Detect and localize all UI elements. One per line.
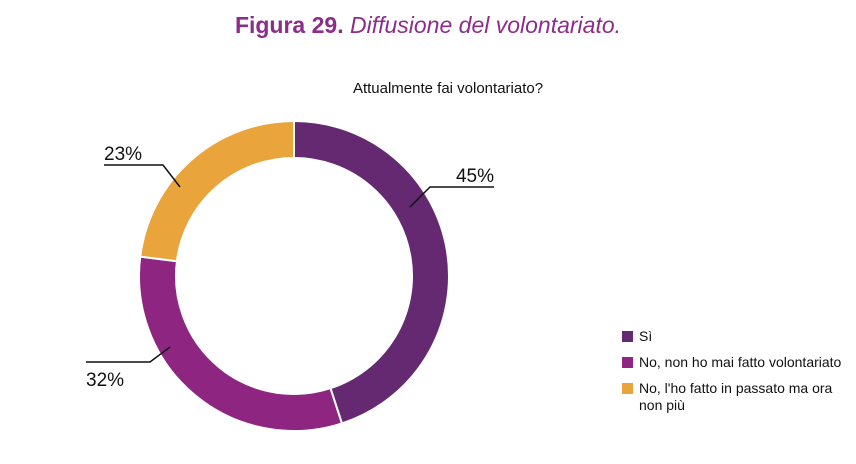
slice-value-label-1: 45% — [456, 166, 494, 187]
legend-label: No, l'ho fatto in passato ma ora non più — [639, 380, 833, 413]
legend-item-2: No, non ho mai fatto volontariato — [622, 354, 852, 371]
legend-swatch — [622, 383, 633, 394]
legend: Sì No, non ho mai fatto volontariato No, l… — [622, 328, 852, 423]
slice-value-label-2: 32% — [86, 370, 124, 391]
legend-swatch — [622, 331, 633, 342]
slice-value-label-3: 23% — [104, 144, 142, 165]
figure-caption: Diffusione del volontariato. — [349, 12, 622, 38]
callout-line-1 — [409, 186, 494, 208]
legend-swatch — [622, 357, 633, 368]
donut-slice-2 — [138, 255, 344, 432]
chart-title: Attualmente fai volontariato? — [352, 80, 544, 97]
figure-label: Figura 29. — [234, 12, 344, 38]
legend-item-3: No, l'ho fatto in passato ma ora non più — [622, 380, 852, 414]
legend-label: No, non ho mai fatto volontariato — [639, 354, 842, 370]
figure-title: Figura 29. Diffusione del volontariato. — [0, 12, 856, 39]
callout-line-2 — [86, 346, 171, 363]
callout-line-3 — [104, 164, 181, 188]
donut-slice-3 — [139, 119, 295, 263]
donut-slice-1 — [293, 119, 450, 425]
legend-item-1: Sì — [622, 328, 852, 345]
legend-label: Sì — [639, 328, 653, 344]
